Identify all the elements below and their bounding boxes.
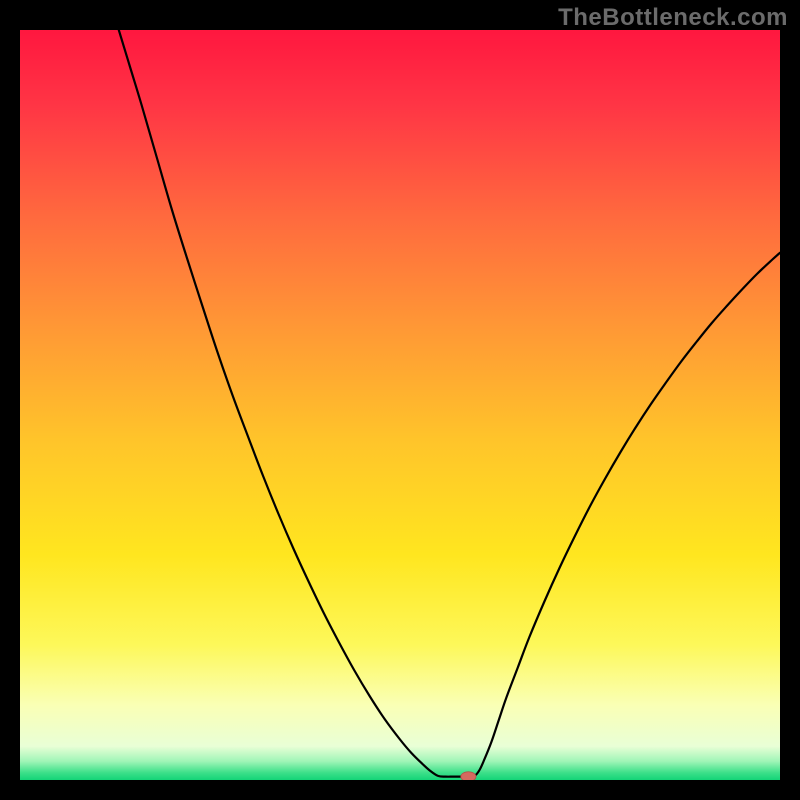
chart-root: TheBottleneck.com	[0, 0, 800, 800]
bottleneck-chart	[0, 0, 800, 800]
plot-background	[20, 30, 780, 780]
